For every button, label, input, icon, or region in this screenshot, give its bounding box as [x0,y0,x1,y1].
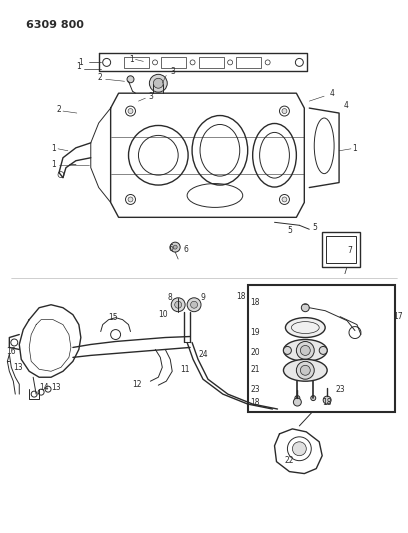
Circle shape [293,398,302,406]
Text: 18: 18 [322,398,332,407]
Text: 8: 8 [167,293,172,302]
Text: 6: 6 [168,244,173,253]
Circle shape [170,242,180,252]
Text: 7: 7 [347,246,352,255]
Circle shape [175,301,182,308]
Text: 21: 21 [251,365,260,374]
Circle shape [296,361,314,379]
Circle shape [302,304,309,312]
Bar [199,57,224,68]
Circle shape [128,197,133,202]
Text: 23: 23 [335,385,345,394]
Text: 5: 5 [312,223,317,232]
Circle shape [295,395,300,401]
Text: 4: 4 [344,101,349,110]
Circle shape [191,301,197,308]
Text: 23: 23 [251,385,260,394]
Circle shape [296,342,314,359]
Text: 14: 14 [39,383,49,392]
Text: 1: 1 [51,144,56,154]
Circle shape [323,396,331,404]
Text: 10: 10 [159,310,168,319]
Circle shape [311,395,316,401]
Text: 13: 13 [13,363,23,372]
Text: 18: 18 [236,292,246,301]
Text: 13: 13 [51,383,61,392]
Ellipse shape [284,340,327,361]
Bar [248,285,395,412]
Text: 2: 2 [98,73,103,82]
Circle shape [173,245,177,249]
Text: 22: 22 [284,456,294,465]
Text: 11: 11 [180,365,190,374]
Text: 9: 9 [200,293,205,302]
Text: 16: 16 [7,347,16,356]
Text: 18: 18 [251,398,260,407]
Circle shape [171,298,185,312]
Text: 7: 7 [342,268,347,277]
Text: 18: 18 [251,298,260,307]
Text: 3: 3 [149,92,153,101]
Text: 12: 12 [133,379,142,389]
Circle shape [149,74,167,92]
Circle shape [187,298,201,312]
Text: 19: 19 [251,328,260,337]
Circle shape [319,346,327,354]
Bar [236,57,262,68]
Text: 1: 1 [129,55,133,64]
Text: 1: 1 [51,160,56,169]
Circle shape [153,78,163,88]
Circle shape [282,197,287,202]
Circle shape [293,442,306,456]
Text: 1: 1 [76,62,81,71]
Ellipse shape [286,318,325,337]
Text: 6: 6 [183,245,188,254]
Text: 17: 17 [393,312,402,321]
Circle shape [284,346,291,354]
Text: 24: 24 [198,350,208,359]
Text: 2: 2 [56,104,61,114]
Text: —: — [69,160,77,169]
Text: 1: 1 [78,58,83,67]
Text: 5: 5 [287,226,292,235]
Bar [161,57,186,68]
Bar [322,232,360,267]
Circle shape [300,345,310,356]
Circle shape [127,76,134,83]
Text: 6309 800: 6309 800 [26,20,84,30]
Text: 20: 20 [251,348,260,357]
Circle shape [300,365,310,375]
Text: 4: 4 [329,88,334,98]
Circle shape [128,109,133,114]
Bar [124,57,149,68]
Circle shape [282,109,287,114]
Text: 15: 15 [109,313,118,322]
Ellipse shape [284,359,327,381]
Text: 3: 3 [170,67,175,76]
Bar [326,236,356,263]
Text: 1: 1 [352,144,357,154]
